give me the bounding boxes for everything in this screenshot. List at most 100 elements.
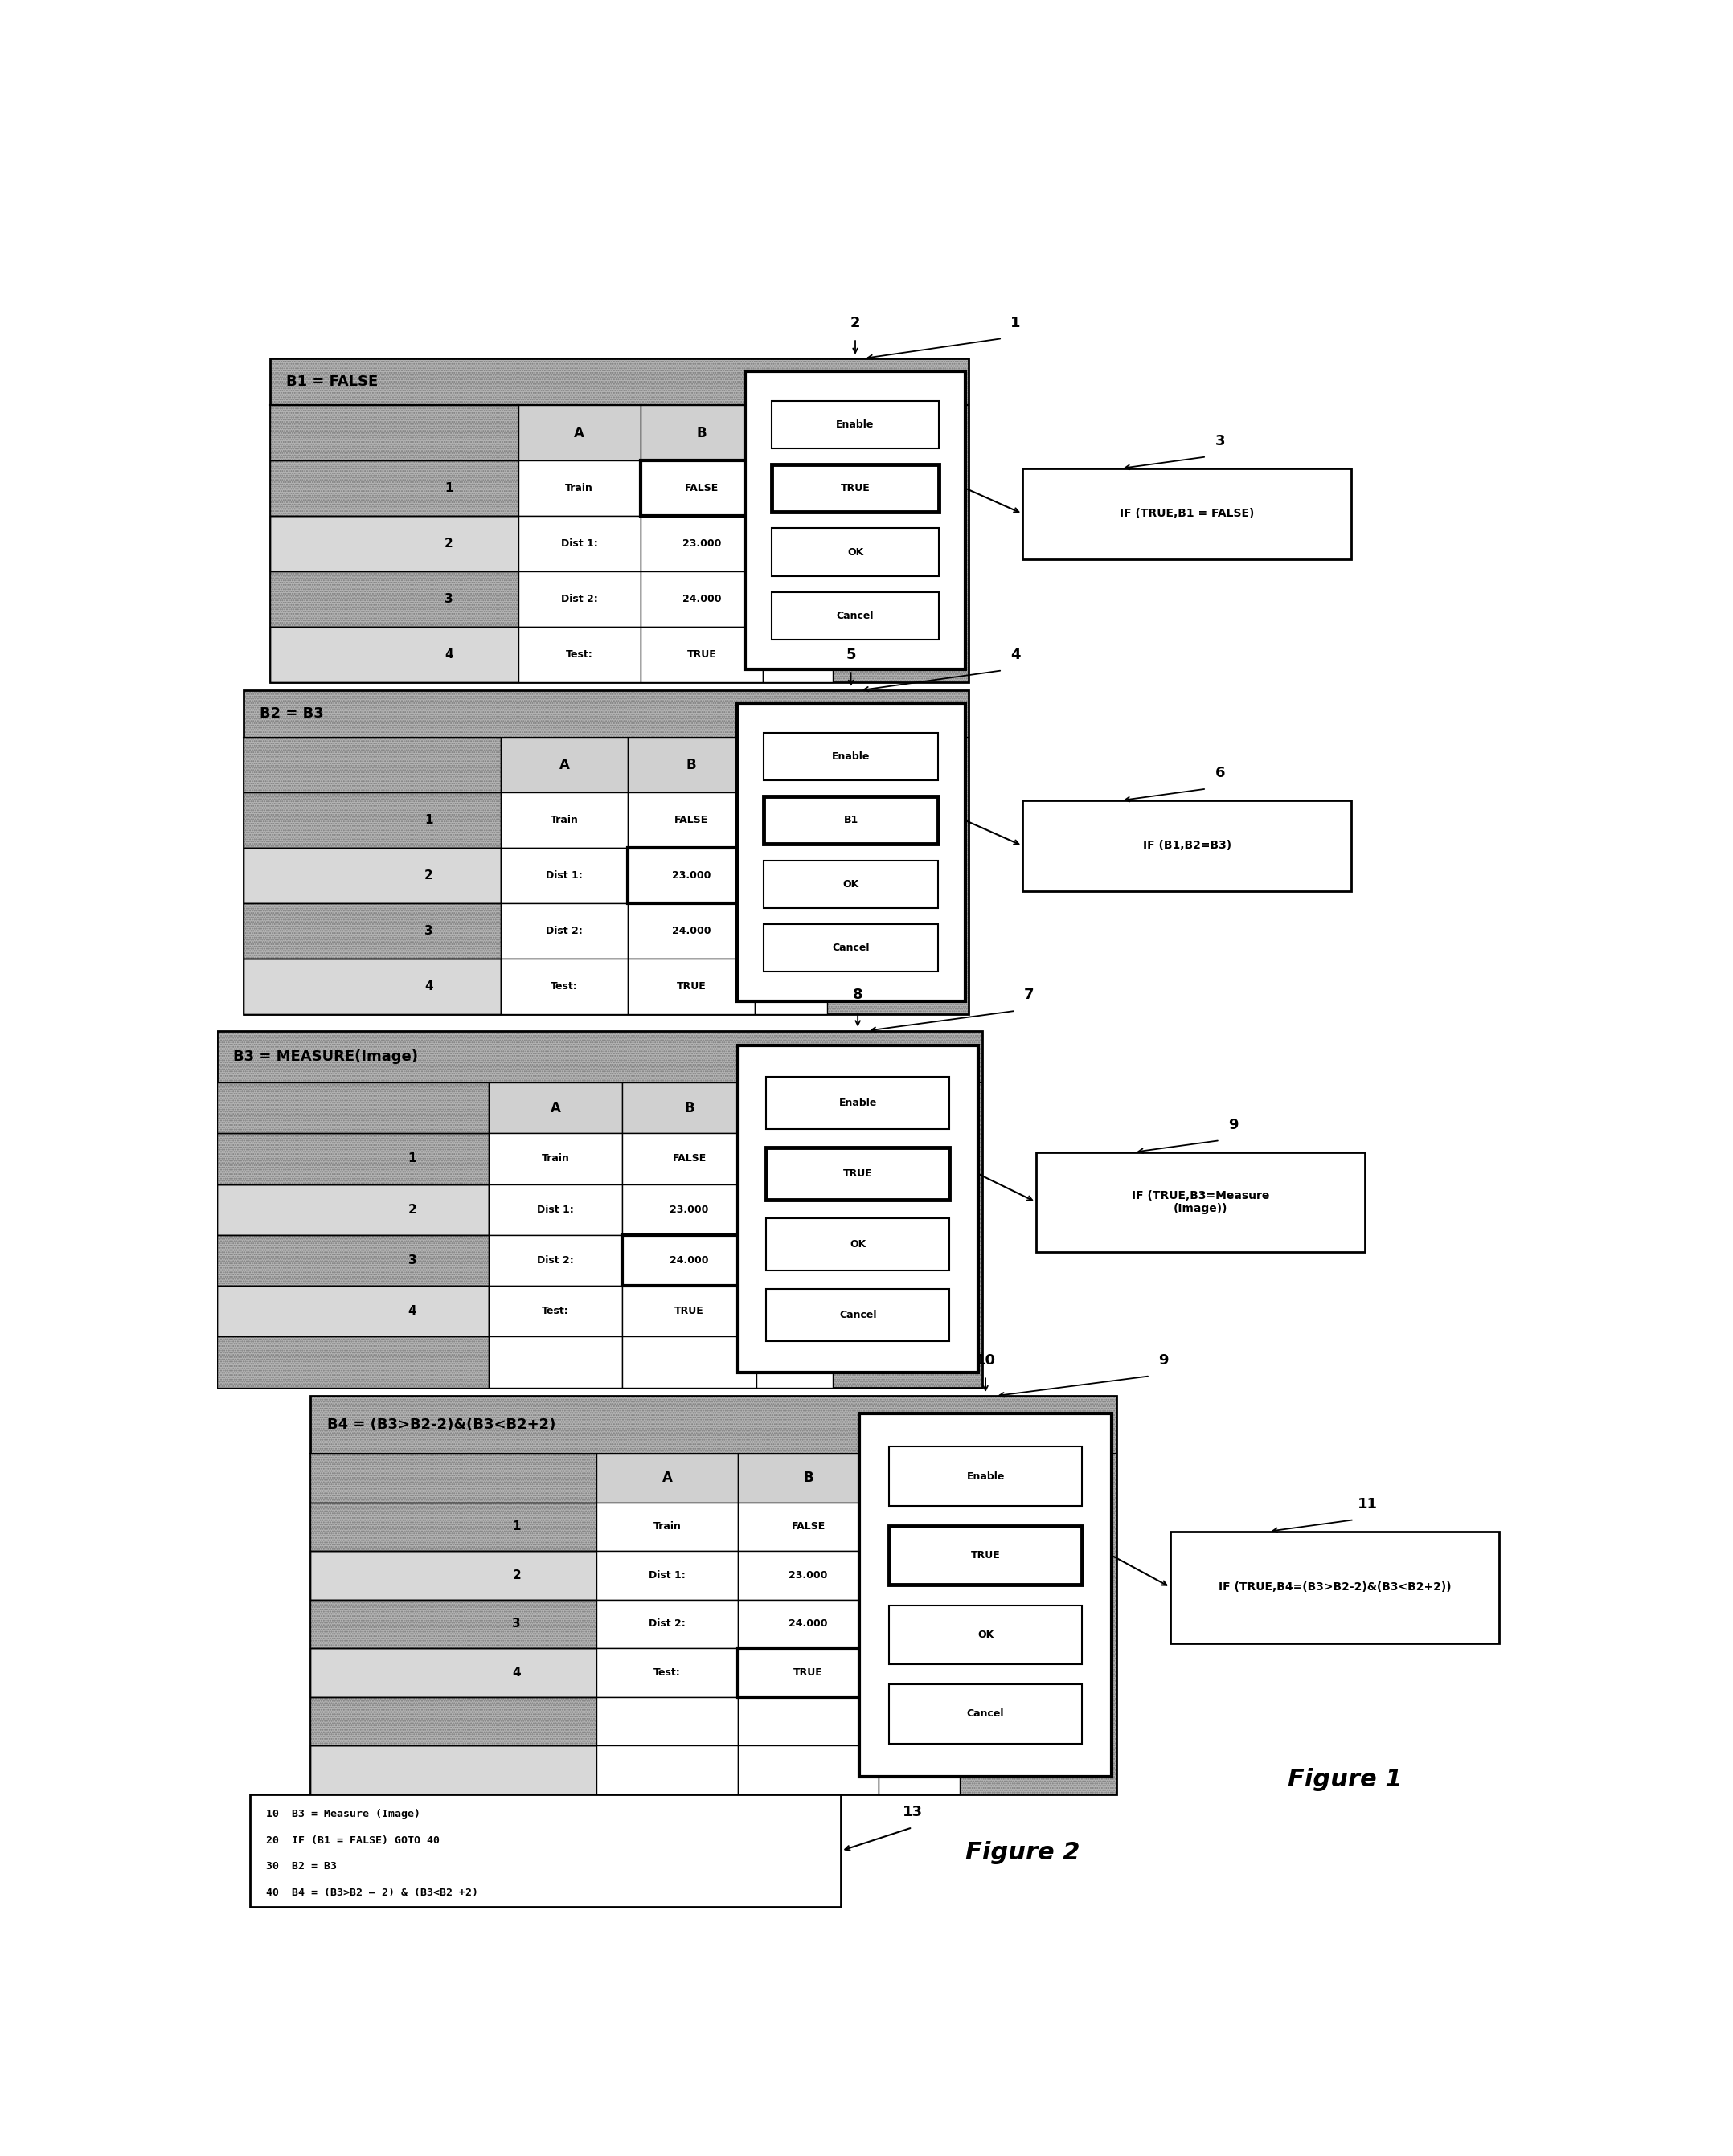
Bar [310,1503,596,1550]
Text: 24.000: 24.000 [672,925,711,936]
Text: 11: 11 [1357,1496,1378,1511]
Bar [641,627,763,681]
Bar [764,860,938,908]
Text: B: B [697,425,707,440]
Bar [310,1453,596,1503]
Bar [310,1600,596,1649]
Text: IF (TRUE,B3=Measure
(Image)): IF (TRUE,B3=Measure (Image)) [1132,1190,1269,1214]
Bar [310,1600,596,1649]
Bar [501,793,627,847]
Bar [1022,468,1352,558]
Bar [763,571,832,627]
Bar [310,1395,1116,1794]
Bar [217,1184,489,1235]
Bar [310,1453,596,1503]
Bar [243,793,501,847]
Bar [243,690,969,1013]
Bar [627,903,756,959]
Bar [518,461,641,515]
Bar [243,903,501,959]
Text: 1: 1 [407,1153,416,1164]
Bar [756,1134,834,1184]
Bar [270,627,518,681]
Text: 23.000: 23.000 [671,1205,709,1214]
Bar [310,1600,596,1649]
Text: 2: 2 [513,1570,522,1580]
Bar [243,737,501,793]
Text: Train: Train [551,815,579,826]
Bar [217,1337,489,1388]
Text: 40  B4 = (B3>B2 – 2) & (B3<B2 +2): 40 B4 = (B3>B2 – 2) & (B3<B2 +2) [267,1886,478,1897]
Text: C: C [794,427,802,438]
Bar [771,593,939,640]
Text: OK: OK [847,548,863,556]
Bar [217,1235,489,1285]
Bar [596,1550,738,1600]
Text: C: C [915,1473,924,1483]
Text: 4: 4 [513,1667,522,1680]
Bar [756,1184,834,1235]
Text: A: A [662,1470,672,1485]
Bar [641,515,763,571]
Bar [489,1134,622,1184]
Bar [310,1697,596,1746]
Text: 9: 9 [1229,1117,1239,1132]
Bar [310,1649,596,1697]
Bar [270,358,969,681]
Text: IF (TRUE,B4=(B3>B2-2)&(B3<B2+2)): IF (TRUE,B4=(B3>B2-2)&(B3<B2+2)) [1218,1583,1451,1593]
Bar [766,1076,950,1130]
Bar [756,737,827,793]
Bar [270,461,518,515]
Text: B1: B1 [844,815,858,826]
Bar [622,1134,756,1184]
Bar [310,1746,596,1794]
Text: C: C [787,759,795,770]
Text: FALSE: FALSE [685,483,719,494]
Bar [641,461,763,515]
Text: 23.000: 23.000 [789,1570,828,1580]
Bar [764,796,938,843]
Bar [596,1649,738,1697]
Text: OK: OK [842,880,860,888]
Bar [243,847,501,903]
Bar [596,1697,738,1746]
Bar [756,1082,834,1134]
Bar [771,401,939,448]
Text: 1: 1 [445,483,452,494]
Text: TRUE: TRUE [970,1550,1000,1561]
Text: Dist 1:: Dist 1: [537,1205,574,1214]
Bar [879,1649,960,1697]
Text: 3: 3 [1215,433,1225,448]
Text: TRUE: TRUE [794,1667,823,1677]
Text: Dist 2:: Dist 2: [648,1619,686,1630]
Bar [217,1082,489,1134]
Text: Dist 2:: Dist 2: [546,925,582,936]
Bar [270,627,518,681]
Bar [217,1134,489,1184]
Bar [243,793,501,847]
Bar [756,1285,834,1337]
Text: 2: 2 [407,1203,416,1216]
Bar [879,1600,960,1649]
Text: 2: 2 [851,315,860,330]
Text: 24.000: 24.000 [671,1255,709,1266]
Text: Figure 1: Figure 1 [1288,1768,1402,1792]
Bar [310,1395,1116,1794]
Text: TRUE: TRUE [841,483,870,494]
Text: Dist 2:: Dist 2: [561,593,598,604]
Bar [596,1453,738,1503]
Bar [738,1550,879,1600]
Bar [217,1337,489,1388]
Bar [764,925,938,972]
Text: 13: 13 [903,1805,922,1820]
Bar [627,959,756,1013]
Text: FALSE: FALSE [672,1153,707,1164]
Bar [518,627,641,681]
Bar [756,847,827,903]
Bar [310,1395,1116,1794]
Text: 5: 5 [846,647,856,662]
Text: 8: 8 [853,987,863,1003]
Bar [738,1600,879,1649]
Text: Test:: Test: [567,649,593,660]
Bar [270,461,518,515]
